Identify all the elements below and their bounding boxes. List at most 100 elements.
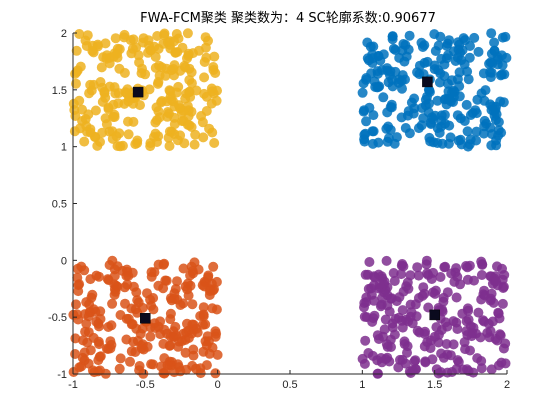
- data-point: [198, 346, 209, 357]
- data-point: [492, 261, 502, 272]
- data-point: [476, 363, 487, 374]
- data-point: [497, 298, 508, 309]
- data-point: [79, 347, 90, 358]
- data-point: [390, 45, 401, 55]
- data-point: [491, 276, 501, 287]
- data-point: [108, 112, 119, 122]
- data-point: [95, 365, 105, 376]
- data-point: [178, 105, 189, 116]
- data-point: [381, 339, 392, 350]
- data-point: [431, 322, 442, 333]
- data-point: [361, 116, 372, 127]
- data-point: [383, 133, 394, 144]
- data-point: [452, 324, 463, 334]
- data-point: [463, 314, 474, 325]
- data-point: [486, 67, 497, 78]
- data-point: [190, 129, 201, 140]
- data-point: [372, 355, 383, 366]
- data-point: [462, 262, 473, 273]
- data-point: [160, 70, 171, 81]
- y-tick-label: 0.5: [52, 199, 67, 211]
- data-point: [412, 262, 423, 273]
- data-point: [68, 367, 79, 377]
- data-point: [449, 276, 460, 287]
- data-point: [206, 98, 217, 109]
- data-point: [386, 293, 397, 304]
- data-point: [478, 68, 489, 79]
- data-point: [126, 303, 137, 314]
- data-point: [478, 315, 488, 326]
- data-point: [175, 130, 186, 141]
- data-point: [113, 98, 124, 109]
- axes: -1 -0.5 0 0.5 1 1.5 2 -1 -0.5 0 0.5 1 1.5 2: [48, 28, 510, 391]
- data-point: [84, 299, 95, 310]
- data-point: [359, 136, 370, 147]
- cluster-4: [357, 255, 511, 379]
- data-point: [464, 52, 475, 63]
- data-point: [433, 65, 444, 76]
- y-tick-label: 1: [61, 142, 67, 154]
- data-point: [439, 109, 450, 120]
- data-point: [492, 335, 503, 346]
- data-point: [175, 366, 186, 377]
- data-point: [402, 110, 413, 121]
- cluster-center-4: [429, 309, 440, 321]
- data-point: [445, 132, 456, 143]
- data-point: [210, 68, 221, 78]
- data-point: [399, 56, 410, 67]
- data-point: [476, 270, 487, 280]
- data-point: [130, 347, 141, 357]
- data-point: [80, 326, 91, 337]
- data-point: [70, 333, 81, 344]
- data-point: [432, 95, 443, 106]
- data-point: [74, 279, 85, 290]
- data-point: [83, 311, 94, 322]
- data-point: [493, 130, 504, 141]
- cluster-center-2: [422, 76, 433, 88]
- data-point: [422, 56, 433, 67]
- data-point: [101, 53, 112, 64]
- data-point: [92, 140, 103, 151]
- data-point: [201, 360, 212, 371]
- points-layer: [68, 28, 512, 379]
- data-point: [184, 86, 195, 97]
- data-point: [132, 138, 143, 149]
- data-point: [145, 331, 156, 342]
- data-point: [410, 299, 421, 310]
- data-point: [481, 118, 492, 129]
- data-point: [402, 347, 412, 358]
- data-point: [204, 286, 215, 296]
- data-point: [430, 46, 441, 56]
- data-point: [183, 278, 193, 289]
- data-point: [368, 126, 379, 137]
- data-point: [389, 276, 400, 286]
- data-point: [197, 117, 208, 128]
- data-point: [374, 279, 385, 290]
- data-point: [211, 276, 222, 287]
- data-point: [210, 368, 221, 379]
- data-point: [462, 66, 473, 77]
- data-point: [110, 33, 121, 44]
- data-point: [369, 271, 379, 282]
- data-point: [460, 344, 471, 355]
- data-point: [76, 261, 87, 272]
- data-point: [397, 83, 407, 94]
- data-point: [383, 121, 394, 132]
- data-point: [398, 261, 409, 272]
- data-point: [211, 304, 222, 315]
- y-tick-label: -1: [57, 369, 67, 381]
- data-point: [107, 133, 118, 144]
- data-point: [93, 336, 104, 347]
- data-point: [134, 57, 145, 68]
- data-point: [440, 118, 450, 129]
- data-point: [126, 48, 137, 59]
- data-point: [440, 261, 451, 272]
- data-point: [111, 280, 122, 291]
- data-point: [412, 325, 423, 336]
- data-point: [178, 263, 189, 274]
- data-point: [469, 32, 480, 43]
- data-point: [390, 313, 401, 324]
- data-point: [462, 126, 473, 137]
- data-point: [386, 99, 397, 110]
- data-point: [87, 289, 98, 300]
